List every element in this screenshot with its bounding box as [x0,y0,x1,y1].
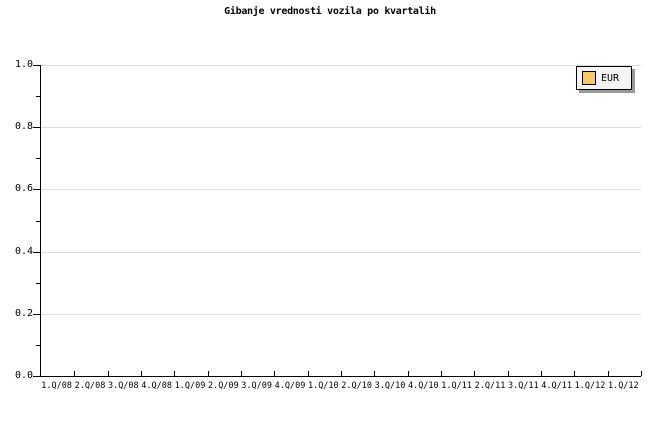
x-axis-label-4: 1.Q/09 [174,381,206,391]
x-tick [541,371,542,376]
x-tick [241,371,242,376]
legend-label-eur: EUR [601,73,620,84]
x-tick [74,371,75,376]
x-axis-label-15: 4.Q/11 [541,381,573,391]
x-axis-label-3: 4.Q/08 [141,381,173,391]
y-minor-tick [36,158,40,159]
y-major-tick-1.0 [33,65,40,66]
y-minor-tick [36,221,40,222]
x-tick [474,371,475,376]
y-minor-tick [36,96,40,97]
y-major-tick-0.2 [33,314,40,315]
x-axis-label-11: 4.Q/10 [407,381,439,391]
y-major-tick-0.4 [33,252,40,253]
plot-area [33,65,642,377]
y-axis-label-0.8: 0.8 [14,121,33,133]
legend-box: EUR [576,66,632,90]
x-tick [374,371,375,376]
x-tick [274,371,275,376]
x-axis-label-9: 2.Q/10 [341,381,373,391]
y-axis-label-0.6: 0.6 [14,183,33,195]
chart-title: Gibanje vrednosti vozila po kvartalih [224,6,436,17]
y-axis-label-1.0: 1.0 [14,59,33,70]
x-tick [174,371,175,376]
x-axis-label-8: 1.Q/10 [307,381,339,391]
gridline-y-0.2 [41,314,641,315]
y-minor-tick [36,345,40,346]
x-axis-label-1: 2.Q/08 [74,381,106,391]
x-axis-label-2: 3.Q/08 [107,381,139,391]
x-axis-label-5: 2.Q/09 [207,381,239,391]
x-tick [508,371,509,376]
x-axis-tick-labels: 1.Q/08 2.Q/08 3.Q/08 4.Q/08 1.Q/09 2.Q/09 3.Q/… [40,381,640,391]
x-tick [141,371,142,376]
x-tick [608,371,609,376]
x-tick [208,371,209,376]
y-minor-tick [36,283,40,284]
legend-swatch-eur-icon [582,71,596,85]
x-tick [308,371,309,376]
y-major-tick-0.8 [33,127,40,128]
gridline-y-0.6 [41,189,641,190]
x-tick [408,371,409,376]
x-tick [341,371,342,376]
y-major-tick-0.6 [33,189,40,190]
x-axis-label-7: 4.Q/09 [274,381,306,391]
y-axis-label-0.4: 0.4 [14,245,33,257]
x-tick [441,371,442,376]
gridline-y-1.0 [41,65,641,66]
x-axis-label-17: 1.Q/12 [607,381,639,391]
x-axis-label-6: 3.Q/09 [241,381,273,391]
x-axis-label-10: 3.Q/10 [374,381,406,391]
x-axis-label-0: 1.Q/08 [41,381,73,391]
x-tick [574,371,575,376]
x-axis-label-12: 1.Q/11 [441,381,473,391]
gridline-y-0.4 [41,252,641,253]
x-tick [641,371,642,376]
x-axis-label-13: 2.Q/11 [474,381,506,391]
x-axis-label-14: 3.Q/11 [507,381,539,391]
y-axis-label-0.0: 0.0 [14,370,33,381]
gridline-y-0.8 [41,127,641,128]
x-axis-label-16: 1.Q/12 [574,381,606,391]
y-major-tick-0.0 [33,376,40,377]
x-tick [108,371,109,376]
y-axis-label-0.2: 0.2 [14,307,33,319]
